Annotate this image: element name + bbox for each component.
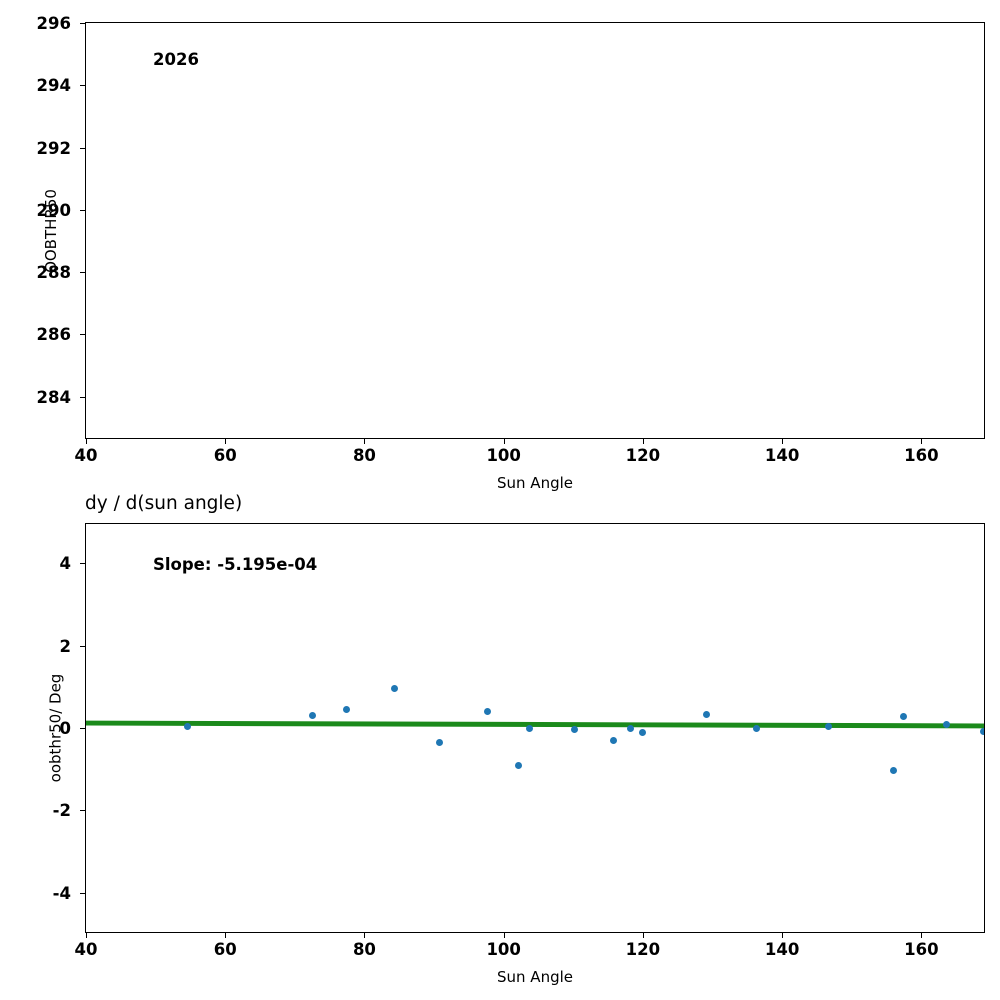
data-point (609, 736, 617, 744)
bottom-xtick-60 (225, 932, 227, 938)
bottom-xtick-100 (503, 932, 505, 938)
top-plot-area: 2026 (86, 23, 984, 438)
bottom-ytick-label-4: 4 (59, 553, 71, 573)
bottom-xtick-140 (782, 932, 784, 938)
top-ytick-label-296: 296 (36, 13, 71, 33)
data-point (484, 708, 492, 716)
bottom-ytick-label-neg2: -2 (52, 801, 71, 821)
top-ytick-label-292: 292 (36, 138, 71, 158)
data-point (890, 766, 898, 774)
bottom-xaxis-label: Sun Angle (497, 968, 573, 986)
bottom-xtick-label-80: 80 (352, 940, 376, 959)
bottom-plot-title: dy / d(sun angle) (85, 493, 243, 514)
top-xtick-label-160: 160 (904, 446, 939, 465)
data-point (752, 724, 760, 732)
bottom-ytick-2: 2 (60, 638, 86, 654)
top-yaxis-label: OOBTHR50 (41, 188, 60, 273)
data-point (309, 712, 317, 720)
bottom-xtick-label-160: 160 (904, 940, 939, 959)
bottom-xtick-label-100: 100 (486, 940, 521, 959)
data-point (343, 706, 351, 714)
bottom-xtick-label-60: 60 (213, 940, 237, 959)
data-point (824, 723, 832, 731)
top-xtick-label-120: 120 (625, 446, 661, 465)
top-xtick-120 (642, 438, 644, 444)
data-point (515, 761, 523, 769)
bottom-plot-axes: 4 2 0 -2 -4 40 60 80 100 120 140 160 Sun… (46, 523, 985, 986)
top-ytick-292: 292 (37, 140, 86, 156)
top-xaxis-label: Sun Angle (497, 474, 573, 492)
top-ytick-290: 290 (37, 202, 86, 218)
bottom-yaxis-label: oobthr50/ Deg (46, 673, 65, 783)
data-point (900, 713, 908, 721)
top-xtick-140 (782, 438, 784, 444)
bottom-ytick-neg4: -4 (53, 885, 86, 901)
top-xtick-label-40: 40 (74, 446, 98, 465)
bottom-ytick-4: 4 (60, 555, 86, 571)
slope-annotation: Slope: -5.195e-04 (153, 555, 318, 574)
top-ytick-284: 284 (37, 389, 86, 405)
bottom-xtick-label-40: 40 (74, 940, 98, 959)
bottom-plot-area: Slope: -5.195e-04 (86, 524, 984, 932)
data-point (639, 728, 647, 736)
data-point (435, 738, 443, 746)
top-year-annotation: 2026 (153, 50, 199, 69)
top-xtick-label-80: 80 (352, 446, 376, 465)
top-xtick-40 (86, 438, 87, 444)
data-point (570, 726, 578, 734)
top-ytick-label-290: 290 (36, 200, 71, 220)
bottom-xtick-120 (642, 932, 644, 938)
top-ytick-label-286: 286 (36, 325, 71, 344)
top-xtick-80 (364, 438, 366, 444)
bottom-ytick-0: 0 (60, 720, 86, 736)
data-point (702, 710, 710, 718)
top-xtick-label-60: 60 (213, 446, 237, 465)
data-point (942, 720, 950, 728)
linear-fit-line (86, 720, 984, 729)
bottom-ytick-label-neg4: -4 (52, 883, 71, 903)
bottom-ytick-label-0: 0 (59, 718, 71, 738)
top-ytick-288: 288 (37, 264, 86, 280)
data-point (390, 685, 398, 693)
bottom-xtick-80 (364, 932, 366, 938)
top-xtick-label-140: 140 (764, 446, 800, 465)
top-ytick-label-294: 294 (36, 76, 71, 95)
top-ytick-label-288: 288 (36, 262, 71, 282)
data-point (979, 728, 984, 736)
top-ytick-286: 286 (37, 326, 86, 343)
data-point (525, 724, 533, 732)
bottom-ytick-label-2: 2 (59, 636, 71, 656)
top-xtick-label-100: 100 (486, 446, 521, 465)
top-ytick-label-284: 284 (36, 387, 71, 407)
data-point (184, 722, 192, 730)
top-ytick-294: 294 (37, 77, 86, 94)
bottom-ytick-neg2: -2 (53, 803, 86, 819)
top-xtick-60 (225, 438, 227, 444)
top-ytick-296: 296 (37, 15, 86, 31)
bottom-xtick-label-120: 120 (625, 940, 661, 959)
top-xtick-100 (503, 438, 505, 444)
top-plot-axes: 296 294 292 290 288 286 284 40 60 80 100… (37, 15, 985, 492)
bottom-xtick-40 (86, 932, 87, 938)
data-point (626, 724, 634, 732)
bottom-xtick-label-140: 140 (764, 940, 800, 959)
top-xtick-160 (921, 438, 923, 444)
bottom-xtick-160 (921, 932, 923, 938)
